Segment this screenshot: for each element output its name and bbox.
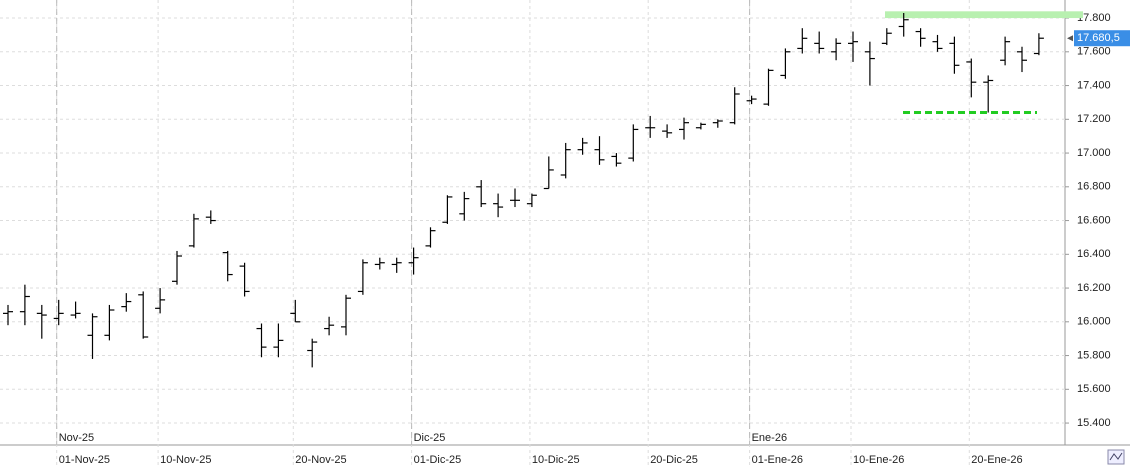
y-tick-label: 15.600 xyxy=(1077,383,1111,395)
month-label: Dic-25 xyxy=(414,432,446,444)
y-tick-label: 16.800 xyxy=(1077,181,1111,193)
price-label: 17.680,5 xyxy=(1077,32,1120,44)
x-tick-label: 01-Dic-25 xyxy=(414,454,462,466)
price-box xyxy=(1074,30,1130,47)
x-tick-label: 01-Ene-26 xyxy=(752,454,803,466)
price-marker xyxy=(1067,35,1073,42)
y-tick-label: 16.400 xyxy=(1077,248,1111,260)
month-label: Nov-25 xyxy=(59,432,94,444)
y-tick-label: 17.800 xyxy=(1077,12,1111,24)
y-tick-label: 17.400 xyxy=(1077,79,1111,91)
month-label: Ene-26 xyxy=(752,432,787,444)
scale-icon xyxy=(1109,452,1123,461)
resistance-band xyxy=(885,11,1083,19)
x-tick-label: 20-Dic-25 xyxy=(650,454,698,466)
x-tick-label: 20-Nov-25 xyxy=(295,454,346,466)
x-tick-label: 20-Ene-26 xyxy=(971,454,1022,466)
x-tick-label: 10-Nov-25 xyxy=(160,454,211,466)
y-tick-label: 17.600 xyxy=(1077,46,1111,58)
y-tick-label: 17.000 xyxy=(1077,147,1111,159)
y-tick-label: 17.200 xyxy=(1077,113,1111,125)
x-tick-label: 10-Dic-25 xyxy=(532,454,580,466)
y-tick-label: 16.600 xyxy=(1077,214,1111,226)
y-tick-label: 16.200 xyxy=(1077,282,1111,294)
x-tick-label: 01-Nov-25 xyxy=(59,454,110,466)
y-tick-label: 16.000 xyxy=(1077,316,1111,328)
y-tick-label: 15.800 xyxy=(1077,349,1111,361)
y-tick-label: 15.400 xyxy=(1077,417,1111,429)
x-tick-label: 10-Ene-26 xyxy=(853,454,904,466)
